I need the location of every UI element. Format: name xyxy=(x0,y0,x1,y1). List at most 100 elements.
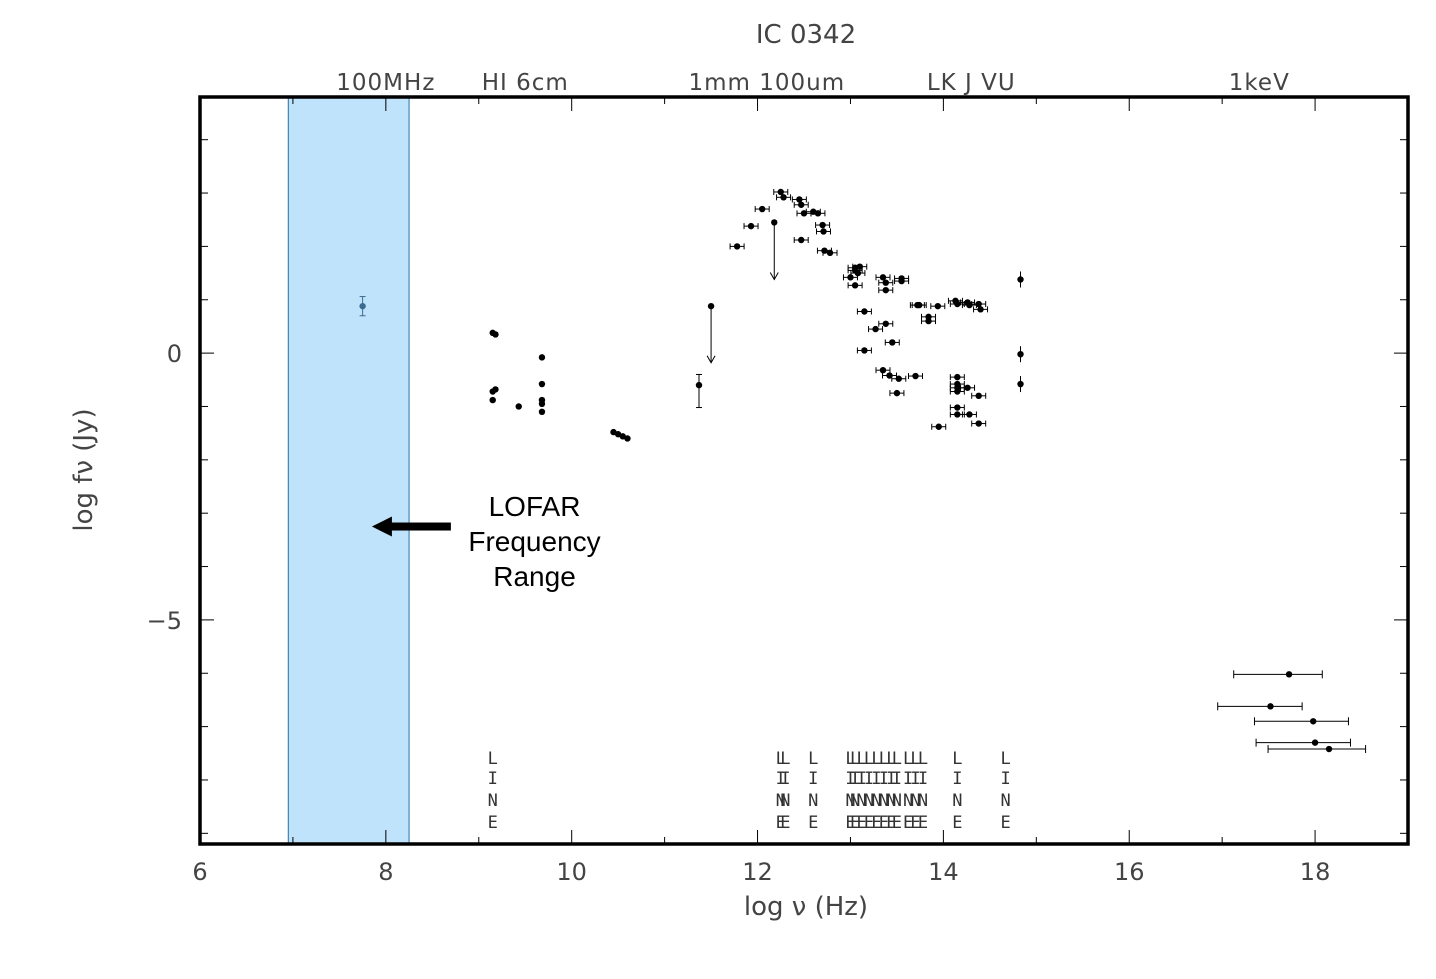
upper-limit-point xyxy=(707,302,715,310)
data-point xyxy=(538,408,546,416)
line-marker-letter: I xyxy=(850,769,860,789)
annotation-text-line: LOFAR xyxy=(489,491,581,522)
data-point xyxy=(492,386,499,393)
line-marker-letter: I xyxy=(879,769,889,789)
data-point xyxy=(954,388,961,395)
line-marker-letter: E xyxy=(871,813,881,833)
data-point xyxy=(747,222,755,230)
data-point xyxy=(1017,276,1024,283)
data-point xyxy=(538,400,546,408)
line-marker-letter: E xyxy=(903,813,913,833)
line-marker-letter: N xyxy=(776,791,786,811)
x-tick-label: 8 xyxy=(378,858,393,886)
line-marker-letter: N xyxy=(892,791,902,811)
data-point xyxy=(954,373,961,381)
data-point xyxy=(819,221,826,229)
line-marker-letter: E xyxy=(918,813,928,833)
line-marker-letter: I xyxy=(776,769,786,789)
data-point xyxy=(538,380,546,388)
data-point xyxy=(847,274,854,281)
data-point xyxy=(977,306,984,313)
lofar-frequency-band xyxy=(287,95,410,845)
data-point xyxy=(796,196,803,203)
x-tick-label: 16 xyxy=(1114,858,1145,886)
data-point xyxy=(854,269,862,277)
data-point xyxy=(898,277,905,285)
axes-layer xyxy=(198,95,1410,846)
x-tick-label: 18 xyxy=(1300,858,1331,886)
line-marker-letter: E xyxy=(1001,813,1011,833)
line-marker-letter: N xyxy=(488,791,498,811)
data-point xyxy=(820,228,827,235)
top-band-label: 1keV xyxy=(1229,70,1290,96)
upper-limit-arrowhead xyxy=(706,355,716,364)
data-point xyxy=(954,404,961,411)
line-marker-letter: L xyxy=(856,749,866,769)
line-marker-letter: E xyxy=(886,813,896,833)
line-marker-letter: I xyxy=(918,769,928,789)
upper-limit-arrowhead xyxy=(769,272,779,281)
data-point xyxy=(886,372,893,379)
frequency-band-layer xyxy=(287,95,410,845)
data-point xyxy=(882,279,889,286)
line-marker-letter: E xyxy=(892,813,902,833)
x-tick-label: 6 xyxy=(192,858,207,886)
line-marker-letter: N xyxy=(918,791,928,811)
chart-title: IC 0342 xyxy=(756,20,856,50)
x-tick-label: 12 xyxy=(742,858,773,886)
data-point xyxy=(934,302,942,310)
data-point xyxy=(893,389,901,397)
data-point xyxy=(895,375,902,382)
plot-frame xyxy=(198,95,1410,846)
data-point xyxy=(798,201,805,208)
data-point xyxy=(966,411,973,418)
line-marker-letter: L xyxy=(871,749,881,769)
line-marker-letter: N xyxy=(952,791,962,811)
y-tick-label: −5 xyxy=(147,607,182,635)
line-marker-letter: E xyxy=(910,813,920,833)
line-marker-letter: L xyxy=(1001,749,1011,769)
data-point xyxy=(882,320,889,327)
line-marker-letter: I xyxy=(1001,769,1011,789)
data-point xyxy=(733,243,741,250)
line-marker-letter: N xyxy=(871,791,881,811)
y-tick-label: 0 xyxy=(167,340,182,368)
data-point xyxy=(1017,350,1024,358)
line-marker-letter: I xyxy=(864,769,874,789)
line-marker-letter: E xyxy=(845,813,855,833)
top-band-label: 1mm 100um xyxy=(689,70,846,96)
x-tick-label: 10 xyxy=(556,858,587,886)
data-point xyxy=(538,354,546,361)
line-marker-letter: I xyxy=(910,769,920,789)
line-marker-letter: N xyxy=(850,791,860,811)
data-point xyxy=(798,236,805,244)
data-point xyxy=(489,396,496,404)
line-marker-letter: I xyxy=(892,769,902,789)
line-marker-letter: L xyxy=(780,749,790,769)
data-point xyxy=(879,274,887,281)
line-marker-letter: L xyxy=(776,749,786,769)
data-point xyxy=(1311,739,1319,746)
data-point xyxy=(780,194,787,201)
data-point xyxy=(814,210,822,217)
line-marker-letter: E xyxy=(488,813,498,833)
line-marker-letter: N xyxy=(856,791,866,811)
line-marker-letter: E xyxy=(864,813,874,833)
line-marker-letter: I xyxy=(488,769,498,789)
line-marker-letter: L xyxy=(808,749,818,769)
data-point xyxy=(861,308,868,315)
line-marker-letter: N xyxy=(886,791,896,811)
data-point xyxy=(925,317,932,325)
line-marker-letter: L xyxy=(845,749,855,769)
line-marker-letter: L xyxy=(850,749,860,769)
line-marker-letter: N xyxy=(910,791,920,811)
data-point xyxy=(1267,703,1274,710)
data-point xyxy=(975,300,982,308)
line-marker-letter: I xyxy=(952,769,962,789)
data-point xyxy=(1285,671,1293,678)
y-axis-label: log fν (Jy) xyxy=(69,408,99,531)
line-marker-letter: E xyxy=(879,813,889,833)
lofar-point xyxy=(359,302,366,310)
x-tick-label: 14 xyxy=(928,858,959,886)
